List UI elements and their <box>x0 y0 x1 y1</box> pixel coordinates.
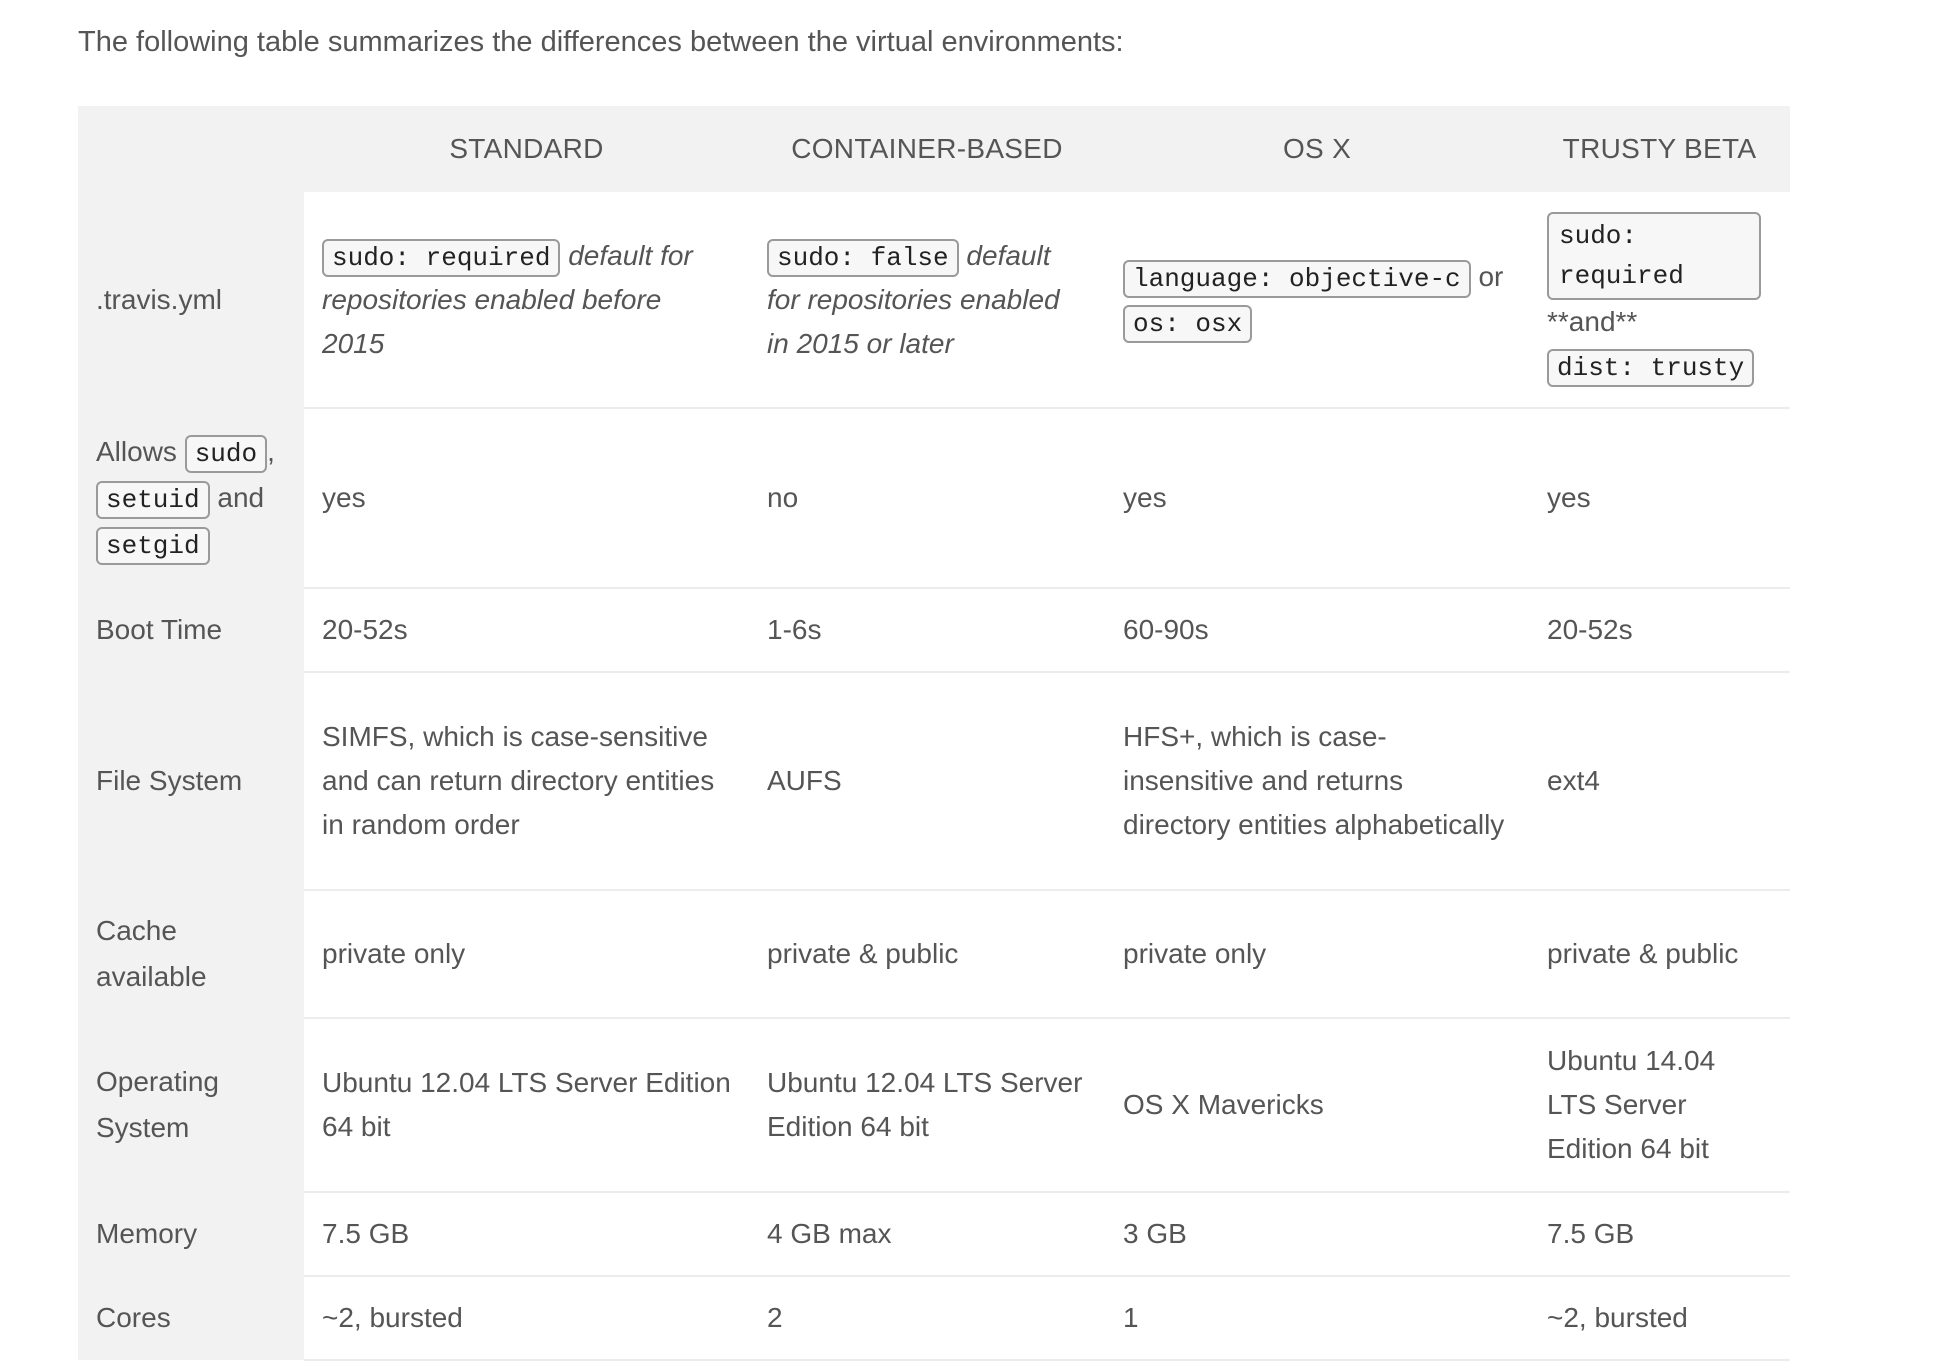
table-row: .travis.yml sudo: required default for r… <box>78 192 1790 409</box>
table-row: Cache available private only private & p… <box>78 890 1790 1019</box>
cell-value: ~2, bursted <box>1529 1276 1790 1361</box>
header-empty <box>78 106 304 192</box>
cell-standard: sudo: required default for repositories … <box>304 192 749 409</box>
row-label-allows: Allows sudo, setuid and setgid <box>78 408 304 588</box>
cell-value: private & public <box>1529 890 1790 1019</box>
table-row: Memory 7.5 GB 4 GB max 3 GB 7.5 GB <box>78 1192 1790 1277</box>
standard-note: default for repositories enabled before … <box>322 239 693 359</box>
row-label-operating-system: Operating System <box>78 1018 304 1192</box>
cell-value: 20-52s <box>1529 588 1790 673</box>
cell-value: Ubuntu 12.04 LTS Server Edition 64 bit <box>304 1018 749 1193</box>
cell-value: 4 GB max <box>749 1192 1105 1277</box>
cell-value: 20-52s <box>304 588 749 673</box>
comma-text: , <box>267 436 275 467</box>
row-label-file-system: File System <box>78 672 304 890</box>
cell-value: OS X Mavericks <box>1105 1018 1529 1193</box>
cell-value: 1-6s <box>749 588 1105 673</box>
cell-value: private only <box>304 890 749 1019</box>
row-label-cache-available: Cache available <box>78 890 304 1018</box>
cell-value: no <box>749 408 1105 589</box>
cell-value: private & public <box>749 890 1105 1019</box>
header-standard: STANDARD <box>304 106 749 192</box>
table-row: Operating System Ubuntu 12.04 LTS Server… <box>78 1018 1790 1193</box>
header-osx: OS X <box>1105 106 1529 192</box>
cell-value: SIMFS, which is case-sensitive and can r… <box>304 672 749 891</box>
cell-value: AUFS <box>749 672 1105 891</box>
cell-value: Ubuntu 12.04 LTS Server Edition 64 bit <box>749 1018 1105 1193</box>
intro-text: The following table summarizes the diffe… <box>78 26 1124 58</box>
code-setuid: setuid <box>96 481 210 519</box>
table-row: Cores ~2, bursted 2 1 ~2, bursted <box>78 1276 1790 1361</box>
code-sudo: sudo <box>184 435 268 473</box>
cell-value: yes <box>1529 408 1790 589</box>
cell-value: ext4 <box>1529 672 1790 891</box>
table-row: File System SIMFS, which is case-sensiti… <box>78 672 1790 891</box>
row-label-travis-yml: .travis.yml <box>78 192 304 408</box>
code-sudo-required-trusty: sudo: required <box>1547 211 1761 300</box>
code-dist-trusty: dist: trusty <box>1547 348 1755 387</box>
row-label-cores: Cores <box>78 1276 304 1360</box>
cell-value: 1 <box>1105 1276 1529 1361</box>
container-note: default for repositories enabled in 2015… <box>767 239 1060 359</box>
code-language-objective-c: language: objective-c <box>1123 259 1471 298</box>
and-label-text: and <box>217 482 265 513</box>
cell-value: 7.5 GB <box>1529 1192 1790 1277</box>
row-label-memory: Memory <box>78 1192 304 1276</box>
cell-value: 60-90s <box>1105 588 1529 673</box>
cell-value: Ubuntu 14.04 LTS Server Edition 64 bit <box>1529 1018 1790 1193</box>
cell-value: yes <box>304 408 749 589</box>
code-sudo-false: sudo: false <box>767 238 959 277</box>
cell-value: 7.5 GB <box>304 1192 749 1277</box>
cell-value: ~2, bursted <box>304 1276 749 1361</box>
table-row: Boot Time 20-52s 1-6s 60-90s 20-52s <box>78 588 1790 673</box>
cell-trusty: sudo: required **and** dist: trusty <box>1529 192 1790 409</box>
cell-osx: language: objective-c or os: osx <box>1105 192 1529 409</box>
allows-text: Allows <box>96 436 177 467</box>
cell-value: yes <box>1105 408 1529 589</box>
header-trusty-beta: TRUSTY BETA <box>1529 106 1790 192</box>
row-label-boot-time: Boot Time <box>78 588 304 672</box>
cell-value: HFS+, which is case-insensitive and retu… <box>1105 672 1529 891</box>
table-row: Allows sudo, setuid and setgid yes no ye… <box>78 408 1790 589</box>
environments-table: STANDARD CONTAINER-BASED OS X TRUSTY BET… <box>78 106 1790 1361</box>
code-sudo-required: sudo: required <box>322 238 561 277</box>
cell-value: 2 <box>749 1276 1105 1361</box>
code-setgid: setgid <box>96 527 210 565</box>
or-text: or <box>1478 260 1504 292</box>
table-header: STANDARD CONTAINER-BASED OS X TRUSTY BET… <box>78 106 1790 192</box>
cell-container: sudo: false default for repositories ena… <box>749 192 1105 409</box>
cell-value: private only <box>1105 890 1529 1019</box>
and-text: **and** <box>1547 305 1638 337</box>
code-os-osx: os: osx <box>1123 304 1253 343</box>
cell-value: 3 GB <box>1105 1192 1529 1277</box>
header-container-based: CONTAINER-BASED <box>749 106 1105 192</box>
